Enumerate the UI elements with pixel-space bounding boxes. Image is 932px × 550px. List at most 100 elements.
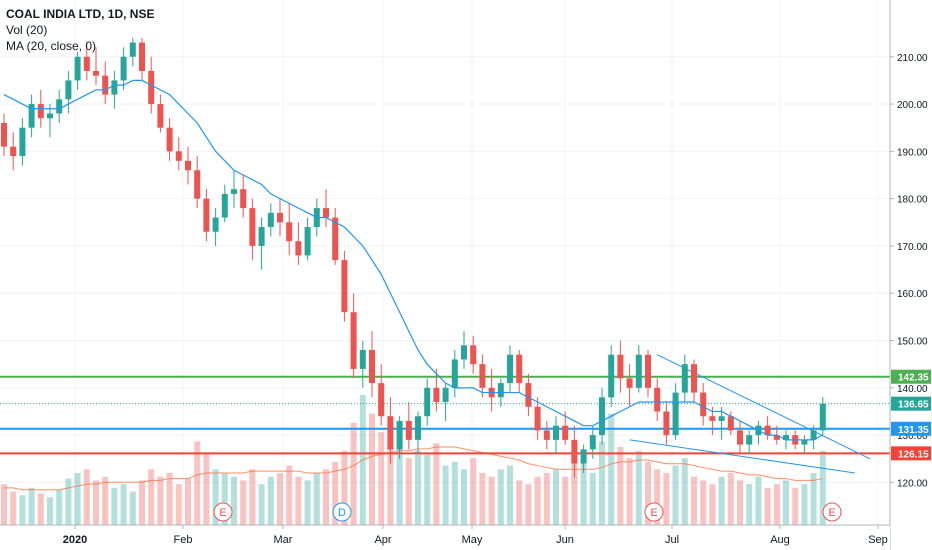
volume-bar (341, 450, 348, 525)
candle-body (405, 420, 412, 440)
symbol-title[interactable]: COAL INDIA LTD, 1D, NSE (6, 7, 155, 21)
level-tag-bg (891, 369, 931, 384)
level-tag: 126.15 (898, 449, 929, 460)
volume-bar (203, 454, 210, 525)
candle-body (157, 104, 164, 128)
event-marker (332, 502, 352, 522)
volume-bar (166, 473, 173, 525)
candle-body (378, 383, 385, 417)
level-tag: 142.35 (898, 373, 929, 384)
candle-body (74, 56, 81, 81)
time-tick-label: Mar (274, 534, 293, 546)
volume-bar (663, 473, 670, 525)
volume-bar (783, 480, 789, 525)
candle-body (267, 212, 274, 228)
level-tag-bg (891, 446, 931, 461)
volume-bar (139, 480, 145, 525)
price-tick-label: 210.00 (897, 53, 928, 64)
volume-bar (654, 469, 661, 525)
volume-bar (461, 469, 467, 525)
volume-bar (801, 484, 808, 525)
volume-bar (295, 476, 302, 525)
candle-body (433, 387, 440, 403)
candle-body (497, 383, 504, 398)
volume-ma-path (4, 446, 823, 491)
candle-body (819, 403, 826, 431)
candle-body (28, 104, 35, 128)
volume-bar (387, 447, 394, 525)
candle-body (65, 80, 72, 100)
event-marker (822, 502, 842, 522)
candle-body (709, 416, 716, 421)
volume-bar (212, 469, 219, 525)
candle-body (773, 435, 780, 440)
ma-indicator-label[interactable]: MA (20, close, 0) (6, 39, 97, 53)
candle-body (231, 189, 237, 194)
candle-body (415, 416, 421, 440)
volume-bar (111, 487, 118, 525)
candle-body (764, 425, 771, 436)
volume-bar (672, 465, 679, 525)
candle-body (166, 127, 173, 152)
candle-body (359, 350, 366, 369)
volume-bar (534, 476, 541, 525)
volume-bar (175, 484, 182, 525)
last-price-tag: 136.65 (898, 400, 929, 411)
grid-lines (0, 0, 890, 525)
volume-bar (369, 413, 375, 525)
price-tick-label: 130.00 (897, 431, 928, 442)
candle-body (737, 430, 743, 445)
volume-bar (424, 454, 431, 525)
price-tick-label: 200.00 (897, 100, 928, 111)
event-marker (644, 502, 664, 522)
volume-bar (617, 447, 624, 525)
horizontal-levels (0, 375, 890, 455)
volume-indicator-label[interactable]: Vol (20) (6, 23, 48, 37)
price-axis: 120.00 130.00 140.00 150.00 160.00 170.00 180.… (889, 0, 932, 550)
price-tick-label: 180.00 (897, 195, 928, 206)
level-tag-bg (891, 421, 931, 436)
volume-bar (74, 473, 81, 525)
price-tick-label: 160.00 (897, 289, 928, 300)
event-marker-label: E (650, 507, 657, 519)
candle-body (258, 227, 265, 246)
trendline-lower (629, 439, 856, 474)
candle-body (810, 430, 817, 440)
volume-bar (479, 473, 486, 525)
candle-body (608, 354, 615, 398)
volume-bar (396, 435, 403, 525)
volume-bar (691, 476, 697, 525)
volume-bar (681, 458, 688, 525)
volume-bar (10, 491, 17, 525)
candle-body (212, 217, 219, 232)
volume-bar (148, 469, 155, 525)
candle-body (93, 70, 99, 76)
candle-body (783, 435, 789, 440)
candle-body (111, 80, 118, 95)
candles (1, 37, 826, 478)
candle-body (451, 359, 458, 388)
candle-body (700, 392, 707, 417)
event-marker (213, 502, 233, 522)
volume-bar (277, 473, 283, 525)
volume-bar (415, 450, 421, 525)
volume-bar (737, 480, 743, 525)
candle-body (534, 406, 541, 431)
price-tick-label: 150.00 (897, 337, 928, 348)
volume-bar (221, 473, 228, 525)
candle-body (691, 364, 697, 393)
event-marker-label: E (219, 507, 226, 519)
volume-bar (580, 461, 587, 525)
volume-bar (608, 413, 615, 525)
volume-bar (645, 461, 651, 525)
candle-body (727, 416, 734, 431)
candle-body (635, 354, 642, 388)
event-marker-label: D (338, 507, 346, 519)
volume-bar (28, 487, 35, 525)
volume-bar (157, 476, 164, 525)
volume-bar (488, 476, 495, 525)
candle-body (286, 222, 293, 242)
chart-legend: COAL INDIA LTD, 1D, NSE Vol (20) MA (20,… (6, 6, 154, 54)
candle-body (479, 364, 486, 388)
